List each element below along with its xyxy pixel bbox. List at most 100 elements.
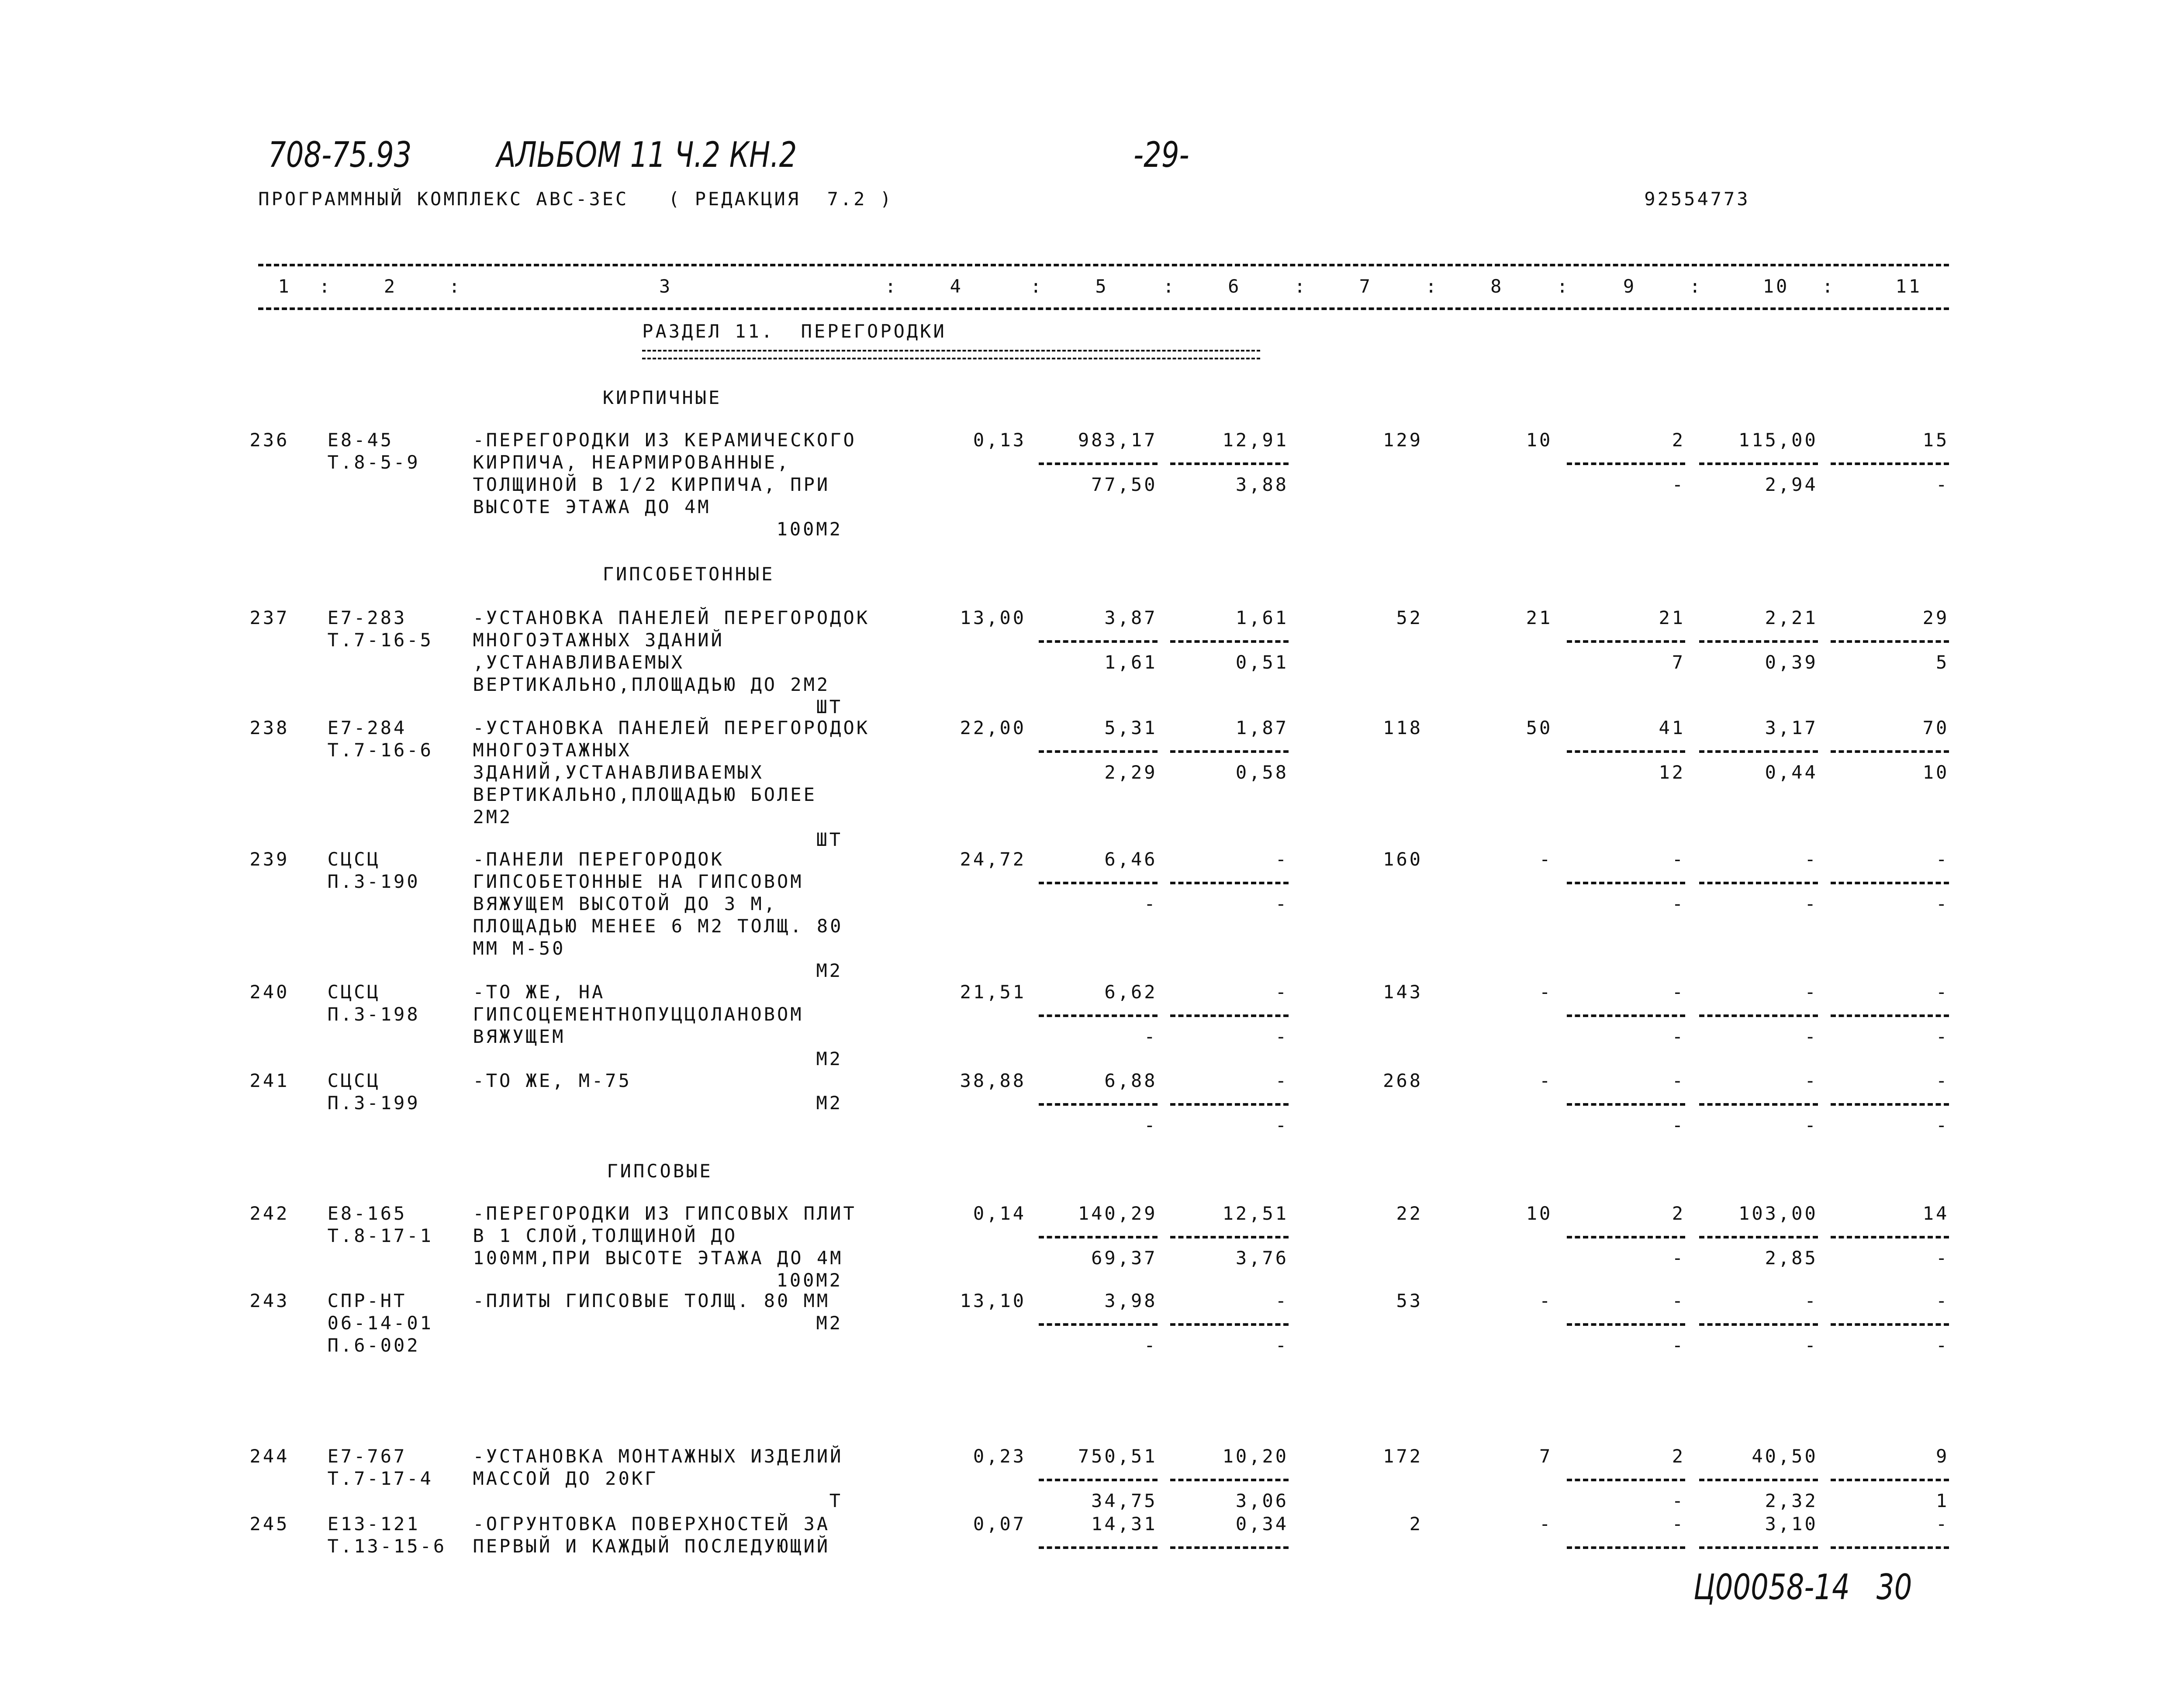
cell-col-10: 2,21 <box>1765 607 1818 629</box>
cell-col-6: 0,58 <box>1235 762 1289 783</box>
cell-col-10: - <box>1804 893 1818 914</box>
item-description: ВЕРТИКАЛЬНО,ПЛОЩАДЬЮ БОЛЕЕ <box>473 784 817 806</box>
cell-divider <box>1170 1235 1289 1238</box>
cell-col-11: - <box>1935 474 1949 496</box>
cell-col-11: 70 <box>1922 717 1949 739</box>
cell-divider <box>1170 1323 1289 1326</box>
cell-divider <box>1830 1323 1949 1326</box>
cell-col-8: - <box>1539 848 1553 870</box>
cell-col-5: 6,62 <box>1104 981 1158 1003</box>
cell-divider <box>1830 1546 1949 1549</box>
item-description: ВЕРТИКАЛЬНО,ПЛОЩАДЬЮ ДО 2М2 <box>473 674 830 696</box>
cell-col-8: - <box>1539 1290 1553 1312</box>
item-code: Т.8-17-1 <box>327 1225 433 1246</box>
cell-col-6: 1,61 <box>1235 607 1289 629</box>
item-code: П.3-198 <box>327 1003 420 1025</box>
page-number: -29- <box>1133 135 1189 176</box>
section-title: РАЗДЕЛ 11. ПЕРЕГОРОДКИ <box>642 321 947 342</box>
cell-divider <box>1170 1103 1289 1106</box>
item-unit: 100М2 <box>776 518 843 540</box>
cell-col-6: - <box>1275 848 1289 870</box>
cell-col-6: 0,51 <box>1235 652 1289 673</box>
item-unit: ШТ <box>816 696 843 718</box>
item-code: Т.7-17-4 <box>327 1467 433 1489</box>
cell-divider <box>1699 1014 1818 1017</box>
cell-divider <box>1699 1478 1818 1481</box>
cell-col-4: 0,23 <box>973 1445 1026 1467</box>
item-description: В 1 СЛОЙ,ТОЛЩИНОЙ ДО <box>473 1225 738 1246</box>
cell-col-5: - <box>1144 1025 1158 1047</box>
cell-col-4: 24,72 <box>960 848 1026 870</box>
cell-divider <box>1566 1103 1685 1106</box>
cell-col-5: 69,37 <box>1091 1247 1158 1269</box>
cell-divider <box>1170 1546 1289 1549</box>
cell-col-5: 14,31 <box>1091 1513 1158 1535</box>
cell-divider <box>1039 1103 1158 1106</box>
cell-col-11: 15 <box>1922 429 1949 451</box>
item-description: -УСТАНОВКА ПАНЕЛЕЙ ПЕРЕГОРОДОК <box>473 607 870 629</box>
cell-col-11: - <box>1935 1025 1949 1047</box>
cell-col-10: 103,00 <box>1738 1202 1818 1224</box>
cell-col-8: 50 <box>1526 717 1553 739</box>
cell-col-9: 41 <box>1659 717 1686 739</box>
column-separator: : <box>885 275 898 297</box>
cell-col-10: - <box>1804 1070 1818 1092</box>
cell-col-11: - <box>1935 848 1949 870</box>
cell-col-9: 2 <box>1672 1445 1686 1467</box>
cell-col-10: - <box>1804 1335 1818 1356</box>
cell-divider <box>1170 640 1289 643</box>
column-separator: : <box>1163 275 1176 297</box>
column-number: 9 <box>1623 275 1637 297</box>
item-description: ТОЛЩИНОЙ В 1/2 КИРПИЧА, ПРИ <box>473 474 830 496</box>
column-number: 11 <box>1895 275 1922 297</box>
cell-col-11: - <box>1935 1335 1949 1356</box>
cell-divider <box>1039 462 1158 466</box>
cell-col-5: 3,98 <box>1104 1290 1158 1312</box>
item-unit: Т <box>829 1490 843 1511</box>
cell-col-5: - <box>1144 1114 1158 1136</box>
item-description: ВЯЖУЩЕМ ВЫСОТОЙ ДО 3 М, <box>473 893 778 914</box>
item-unit: ШТ <box>816 828 843 850</box>
cell-divider <box>1170 1478 1289 1481</box>
cell-divider <box>1699 1546 1818 1549</box>
cell-col-11: 5 <box>1935 652 1949 673</box>
item-code: СЦСЦ <box>327 1070 380 1092</box>
item-code: Е8-165 <box>327 1202 407 1224</box>
item-number: 241 <box>249 1070 290 1092</box>
item-description: ВЫСОТЕ ЭТАЖА ДО 4М <box>473 496 711 518</box>
cell-col-10: - <box>1804 848 1818 870</box>
cell-col-6: 3,88 <box>1235 474 1289 496</box>
item-number: 244 <box>249 1445 290 1467</box>
cell-col-10: - <box>1804 981 1818 1003</box>
item-code: П.6-002 <box>327 1335 420 1356</box>
column-separator: : <box>1425 275 1439 297</box>
item-description: КИРПИЧА, НЕАРМИРОВАННЫЕ, <box>473 452 791 473</box>
item-description: ММ М-50 <box>473 937 566 959</box>
item-description: -ПЛИТЫ ГИПСОВЫЕ ТОЛЩ. 80 ММ <box>473 1290 830 1312</box>
cell-divider <box>1039 640 1158 643</box>
item-unit: М2 <box>816 1048 843 1069</box>
cell-divider <box>1566 640 1685 643</box>
cell-col-5: 1,61 <box>1104 652 1158 673</box>
cell-col-7: 22 <box>1396 1202 1423 1224</box>
cell-divider <box>1170 462 1289 466</box>
cell-divider <box>1699 881 1818 884</box>
item-description: ЗДАНИЙ,УСТАНАВЛИВАЕМЫХ <box>473 762 764 783</box>
cell-col-9: 12 <box>1659 762 1686 783</box>
item-code: П.3-199 <box>327 1092 420 1114</box>
cell-col-9: - <box>1672 1114 1686 1136</box>
cell-divider <box>1039 750 1158 753</box>
cell-divider <box>1830 1014 1949 1017</box>
item-number: 236 <box>249 429 290 451</box>
column-separator: : <box>1030 275 1044 297</box>
cell-divider <box>1566 750 1685 753</box>
cell-divider <box>1699 1103 1818 1106</box>
cell-divider <box>1830 462 1949 466</box>
column-number: 10 <box>1762 275 1790 297</box>
cell-col-7: 118 <box>1383 717 1423 739</box>
column-separator: : <box>319 275 332 297</box>
item-description: -ОГРУНТОВКА ПОВЕРХНОСТЕЙ ЗА <box>473 1513 830 1535</box>
cell-divider <box>1699 462 1818 466</box>
column-separator: : <box>1689 275 1703 297</box>
item-code: Е8-45 <box>327 429 394 451</box>
